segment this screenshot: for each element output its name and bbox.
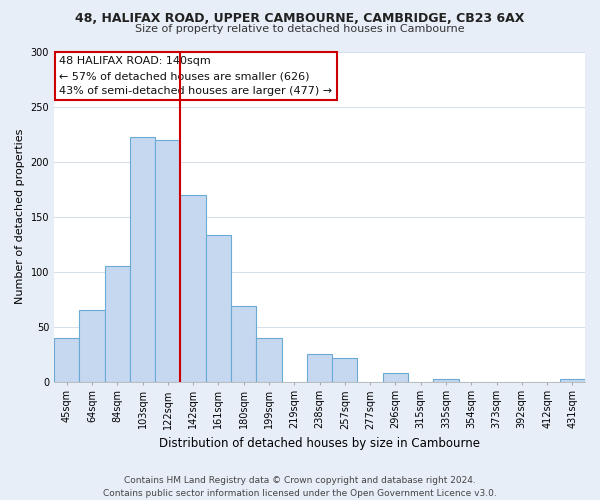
Bar (433, 380, 458, 382)
Bar (130, 138, 155, 382)
Bar (206, 235, 231, 382)
Text: 48 HALIFAX ROAD: 140sqm
← 57% of detached houses are smaller (626)
43% of semi-d: 48 HALIFAX ROAD: 140sqm ← 57% of detache… (59, 56, 332, 96)
Text: Contains HM Land Registry data © Crown copyright and database right 2024.
Contai: Contains HM Land Registry data © Crown c… (103, 476, 497, 498)
Bar (54, 338, 79, 382)
Bar (256, 338, 281, 382)
Bar (231, 306, 256, 382)
Bar (104, 266, 130, 382)
Bar (383, 372, 408, 382)
Bar (332, 358, 358, 382)
Text: 48, HALIFAX ROAD, UPPER CAMBOURNE, CAMBRIDGE, CB23 6AX: 48, HALIFAX ROAD, UPPER CAMBOURNE, CAMBR… (76, 12, 524, 26)
Y-axis label: Number of detached properties: Number of detached properties (15, 129, 25, 304)
Bar (155, 140, 181, 382)
Text: Size of property relative to detached houses in Cambourne: Size of property relative to detached ho… (135, 24, 465, 34)
X-axis label: Distribution of detached houses by size in Cambourne: Distribution of detached houses by size … (159, 437, 480, 450)
Bar (79, 310, 104, 382)
Bar (307, 354, 332, 382)
Bar (560, 380, 585, 382)
Bar (181, 194, 206, 382)
